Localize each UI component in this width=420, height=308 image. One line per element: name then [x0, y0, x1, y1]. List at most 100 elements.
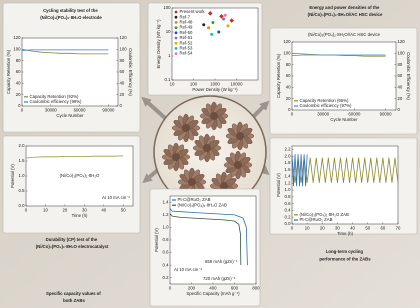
y-tick-label: 120 [283, 39, 291, 44]
x-axis-label: Cycle Number [330, 117, 358, 122]
x-tick-label: 70 [396, 226, 401, 231]
x-tick-label: 60000 [348, 112, 361, 117]
x-axis-label: Time (h) [72, 213, 88, 218]
x-tick-label: 100 [190, 82, 198, 87]
y2-tick-label: 20 [120, 92, 125, 97]
x-tick-label: 400 [209, 286, 217, 291]
legend-label: Ref-54 [180, 51, 194, 56]
x-tick-label: 1000 [210, 82, 220, 87]
y-tick-label: 0.6 [285, 201, 292, 206]
y-axis-label: Energy Density (Wh kg⁻¹) [156, 19, 161, 69]
y-axis-label: Capacity Retention (%) [6, 49, 11, 94]
y-tick-label: 0.5 [19, 188, 26, 193]
y-axis-label: Potential (V) [276, 173, 281, 197]
legend-marker [175, 16, 178, 19]
y2-tick-label: 80 [120, 58, 125, 63]
graphical-abstract: Cycling stability test of the (Ni/Co)₃(P… [0, 0, 420, 308]
y-tick-label: 0.6 [163, 250, 170, 255]
y-tick-label: 0.4 [285, 208, 292, 213]
flower-core [182, 124, 190, 132]
y-tick-label: 60 [16, 69, 21, 74]
chart-title: Energy and power densities of the (Ni/Co… [308, 5, 383, 17]
y-tick-label: 60 [286, 73, 291, 78]
y2-tick-label: 20 [398, 96, 403, 101]
point [226, 24, 229, 27]
y2-tick-label: 80 [398, 62, 403, 67]
y2-axis-label: Coulombic Efficiency (%) [128, 48, 133, 96]
y-tick-label: 0.2 [285, 214, 292, 219]
y2-tick-label: 60 [398, 73, 403, 78]
y-tick-label: 1.8 [285, 160, 292, 165]
y-axis-label: Potential (V) [10, 164, 15, 188]
x-tick-label: 10 [170, 82, 175, 87]
y-tick-label: 1.2 [285, 180, 292, 185]
point [217, 31, 220, 34]
x-tick-label: 40 [101, 208, 106, 213]
legend-marker [175, 42, 178, 45]
y-tick-label: 0.8 [285, 194, 292, 199]
y-axis-label: Capacity Retention (%) [276, 53, 281, 98]
legend-marker [175, 31, 178, 34]
y2-tick-label: 100 [120, 46, 128, 51]
x-tick-label: 30000 [317, 112, 330, 117]
y-tick-label: 1.6 [285, 167, 292, 172]
x-tick-label: 10 [305, 226, 310, 231]
y-tick-label: 100 [283, 50, 291, 55]
legend-marker [175, 52, 178, 55]
y2-tick-label: 40 [120, 80, 125, 85]
flower-core [234, 161, 242, 169]
legend-marker [175, 47, 178, 50]
y2-axis-label: Coulombic Efficiency (%) [406, 52, 411, 100]
annotation: 720 mAh (gZn)⁻¹ [203, 276, 236, 281]
y-tick-label: 1.0 [163, 225, 170, 230]
flower-core [172, 153, 180, 161]
chart-title: (Ni/Co)₃(PO₄)₂·8H₂O//AC HSC device [308, 32, 381, 37]
y-tick-label: 20 [16, 92, 21, 97]
y2-tick-label: 40 [398, 84, 403, 89]
x-tick-label: 40 [350, 226, 355, 231]
legend-label: Pt-C@RuO₂ ZAB [300, 217, 333, 222]
y-tick-label: 100 [163, 5, 171, 10]
y-tick-label: 2.2 [285, 147, 292, 152]
x-tick-label: 20 [63, 208, 68, 213]
point [211, 21, 214, 24]
point [224, 14, 227, 17]
legend-marker [175, 21, 178, 24]
x-tick-label: 30 [335, 226, 340, 231]
y-tick-label: 0.0 [19, 203, 26, 208]
y-tick-label: 10 [166, 29, 171, 34]
point [210, 33, 213, 36]
x-tick-label: 20 [320, 226, 325, 231]
x-tick-label: 200 [188, 286, 196, 291]
flower-core [203, 144, 211, 152]
y-tick-label: 0.4 [163, 262, 170, 267]
x-tick-label: 800 [252, 286, 260, 291]
x-tick-label: 30000 [45, 108, 58, 113]
legend-label: Coulombic efficiency (97%) [300, 103, 353, 108]
y-tick-label: 1.4 [163, 199, 170, 204]
y-tick-label: 0.1 [165, 77, 172, 82]
y-tick-label: 1.5 [19, 158, 26, 163]
legend-label: Coulombic efficiency (99%) [30, 99, 83, 104]
y-tick-label: 1.0 [19, 173, 26, 178]
x-axis-label: Cycle Number [56, 113, 84, 118]
y-tick-label: 2.0 [285, 153, 292, 158]
y-tick-label: 120 [13, 35, 21, 40]
x-axis-label: Power Density (W kg⁻¹) [192, 87, 238, 92]
x-tick-label: 90000 [102, 108, 115, 113]
y2-tick-label: 120 [120, 35, 128, 40]
y-tick-label: 80 [286, 62, 291, 67]
x-tick-label: 30 [82, 208, 87, 213]
legend-label: (Ni/Co)₃(PO₄)₂·8H₂O [60, 173, 100, 178]
annotation: 659 mAh (gZn)⁻¹ [205, 259, 238, 264]
y2-tick-label: 120 [398, 39, 406, 44]
x-tick-label: 50 [121, 208, 126, 213]
legend-marker [175, 37, 178, 40]
x-axis-label: Specific Capacity (mAh g⁻¹) [186, 291, 240, 296]
y-tick-label: 0.8 [163, 237, 170, 242]
y-tick-label: 80 [16, 58, 21, 63]
legend-marker [175, 26, 178, 29]
legend-marker [175, 11, 178, 14]
flower-core [236, 132, 244, 140]
point [222, 17, 225, 20]
